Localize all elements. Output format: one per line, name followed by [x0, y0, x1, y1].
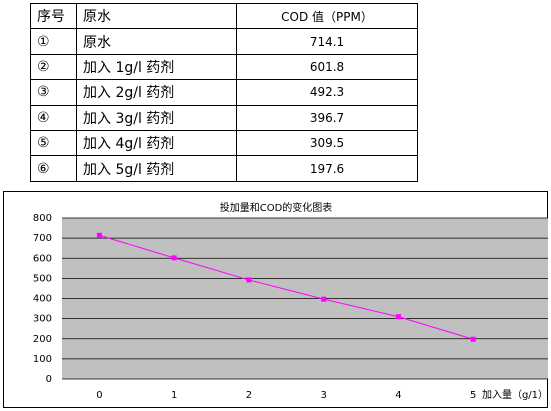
cell: 492.3 [236, 79, 418, 106]
chart-title: 投加量和COD的变化图表 [220, 201, 333, 214]
cell: 加入 2g/l 药剂 [76, 79, 237, 106]
cell: 加入 3g/l 药剂 [76, 104, 237, 131]
cell: 加入 4g/l 药剂 [76, 129, 237, 157]
table-row: ② 加入 1g/l 药剂 601.8 [30, 53, 418, 81]
cell: ③ [30, 79, 77, 106]
y-tick-label: 500 [33, 273, 52, 284]
table-row: ④ 加入 3g/l 药剂 396.7 [30, 104, 418, 131]
y-tick-label: 100 [33, 354, 52, 365]
table-row: ⑥ 加入 5g/l 药剂 197.6 [30, 155, 418, 182]
data-point [246, 277, 252, 283]
table-row: ① 原水 714.1 [30, 28, 418, 55]
header-row: 序号 原水 COD 值（PPM） [30, 2, 418, 30]
cell: 197.6 [236, 155, 418, 182]
data-point [171, 255, 177, 261]
x-tick-label: 0 [96, 390, 102, 401]
table-row: ⑤ 加入 4g/l 药剂 309.5 [30, 129, 418, 157]
cell: ⑤ [30, 129, 77, 157]
data-point [470, 336, 476, 342]
cell: ② [30, 53, 77, 81]
y-tick-label: 400 [33, 294, 52, 305]
cod-table: 序号 原水 COD 值（PPM） ① 原水 714.1 ② 加入 1g/l 药剂 601.8 ③ 加… [30, 2, 418, 182]
cell: 加入 5g/l 药剂 [76, 155, 237, 182]
cell: 序号 [30, 2, 77, 30]
y-tick-label: 800 [33, 213, 52, 224]
x-tick-label: 2 [246, 390, 252, 401]
cell: 加入 1g/l 药剂 [76, 53, 237, 81]
data-point [395, 314, 401, 320]
cell: ① [30, 28, 77, 55]
x-tick-label: 5 [470, 390, 476, 401]
cell: 原水 [76, 2, 237, 30]
data-point [321, 296, 327, 302]
data-point [96, 232, 102, 238]
x-tick-label: 1 [171, 390, 177, 401]
y-tick-label: 300 [33, 314, 52, 325]
cell: 714.1 [236, 28, 418, 55]
table-row: ③ 加入 2g/l 药剂 492.3 [30, 79, 418, 106]
y-tick-label: 0 [46, 374, 52, 385]
cell: 396.7 [236, 104, 418, 131]
series-line [99, 234, 474, 340]
y-tick-label: 600 [33, 253, 52, 264]
x-axis-label: 加入量（g/1） [482, 389, 548, 401]
x-tick-label: 4 [395, 390, 401, 401]
y-tick-label: 200 [33, 334, 52, 345]
cell: 601.8 [236, 53, 418, 81]
x-tick-label: 3 [321, 390, 327, 401]
y-tick-label: 700 [33, 233, 52, 244]
